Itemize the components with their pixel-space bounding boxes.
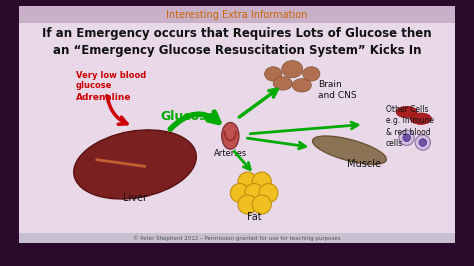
Text: Adrenaline: Adrenaline <box>76 93 131 102</box>
Ellipse shape <box>222 123 239 149</box>
Bar <box>19 233 455 243</box>
FancyArrowPatch shape <box>170 112 219 129</box>
Ellipse shape <box>264 67 282 81</box>
Circle shape <box>238 172 257 191</box>
Circle shape <box>252 195 271 214</box>
Text: Other Cells
e.g. Immune
& red blood
cells: Other Cells e.g. Immune & red blood cell… <box>386 105 434 148</box>
Ellipse shape <box>303 67 320 81</box>
Circle shape <box>399 130 414 146</box>
Text: © Peter Shepherd 2012 – Permission granted for use for teaching purposes: © Peter Shepherd 2012 – Permission grant… <box>133 235 341 241</box>
Ellipse shape <box>273 77 292 90</box>
Text: Brain
and CNS: Brain and CNS <box>318 80 356 100</box>
Text: If an Emergency occurs that Requires Lots of Glucose then
an “Emergency Glucose : If an Emergency occurs that Requires Lot… <box>42 27 432 57</box>
Text: Glucose: Glucose <box>160 110 215 123</box>
Text: Very low blood
glucose: Very low blood glucose <box>76 71 146 90</box>
Ellipse shape <box>282 61 303 78</box>
Bar <box>19 6 455 23</box>
Ellipse shape <box>312 136 386 164</box>
Ellipse shape <box>74 130 196 199</box>
Circle shape <box>259 184 278 203</box>
FancyArrowPatch shape <box>107 96 127 124</box>
Circle shape <box>238 195 257 214</box>
FancyArrowPatch shape <box>239 89 277 117</box>
Text: Muscle: Muscle <box>347 159 381 169</box>
FancyArrowPatch shape <box>247 138 306 149</box>
Circle shape <box>415 135 430 150</box>
Text: Arteries: Arteries <box>214 148 247 157</box>
FancyArrowPatch shape <box>234 151 250 169</box>
Text: Interesting Extra Information: Interesting Extra Information <box>166 10 308 20</box>
FancyArrowPatch shape <box>250 122 358 134</box>
Circle shape <box>419 139 427 146</box>
Ellipse shape <box>292 79 311 92</box>
Text: Fat: Fat <box>247 212 262 222</box>
Circle shape <box>230 184 249 203</box>
Ellipse shape <box>410 113 431 124</box>
Circle shape <box>403 134 410 142</box>
Ellipse shape <box>396 106 417 118</box>
Circle shape <box>245 184 264 203</box>
Text: Liver: Liver <box>123 193 147 203</box>
Circle shape <box>252 172 271 191</box>
